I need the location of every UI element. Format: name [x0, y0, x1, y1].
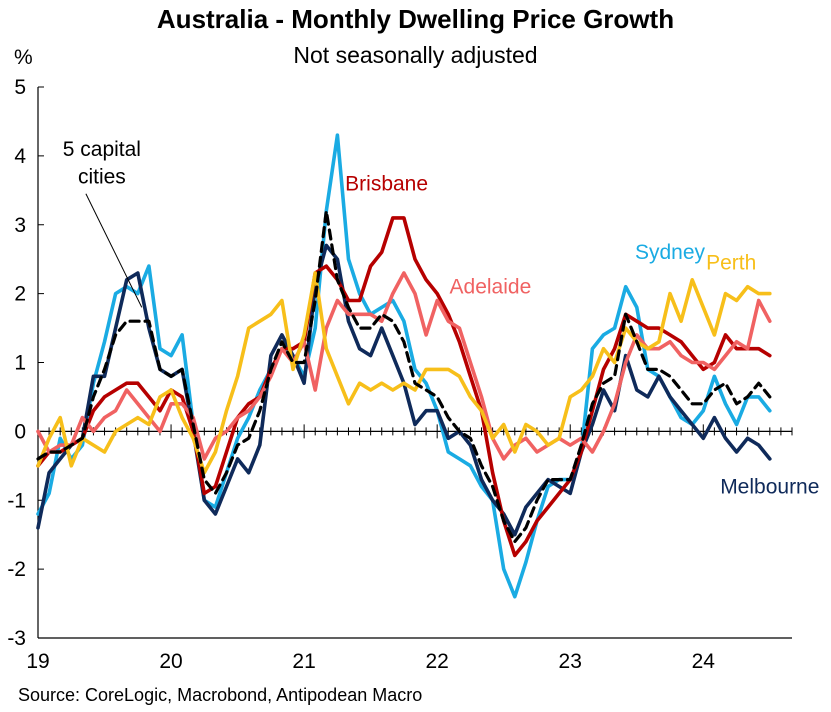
series-annotation: Perth [706, 252, 756, 275]
x-tick-label: 21 [292, 650, 315, 673]
source-note: Source: CoreLogic, Macrobond, Antipodean… [18, 685, 423, 705]
y-tick-label: -2 [7, 558, 26, 581]
series-annotation: 5 capital [63, 138, 141, 161]
y-tick-label: 4 [14, 145, 26, 168]
y-tick-label: 2 [14, 283, 26, 306]
x-tick-label: 20 [159, 650, 182, 673]
x-tick-label: 23 [559, 650, 582, 673]
series-annotation: Melbourne [720, 475, 819, 498]
series-line-brisbane [36, 216, 772, 558]
y-tick-label: 1 [14, 352, 26, 375]
y-tick-label: 0 [14, 420, 26, 443]
series-line-perth [36, 271, 772, 475]
annotation-pointer [85, 193, 143, 308]
x-tick-label: 22 [425, 650, 448, 673]
y-tick-label: 3 [14, 214, 26, 237]
chart-subtitle: Not seasonally adjusted [293, 42, 538, 68]
y-axis-unit-label: % [14, 46, 33, 69]
series-annotation: cities [78, 165, 126, 188]
y-tick-label: 5 [14, 76, 26, 99]
series-annotation: Sydney [635, 241, 706, 264]
series-lines [36, 133, 772, 599]
series-line-sydney [36, 133, 772, 599]
chart-title: Australia - Monthly Dwelling Price Growt… [156, 4, 675, 34]
series-annotations: Sydney Perth Brisbane Adelaide Melbourne 5 ca… [63, 138, 820, 498]
y-tick-label: -1 [7, 489, 26, 512]
series-annotation: Adelaide [450, 276, 532, 299]
series-line-melbourne [36, 243, 772, 537]
x-tick-label: 24 [692, 650, 716, 673]
y-tick-label: -3 [7, 627, 26, 650]
series-line-5-capital-cities [36, 209, 772, 544]
series-annotation: Brisbane [345, 172, 428, 195]
x-tick-label: 19 [26, 650, 49, 673]
